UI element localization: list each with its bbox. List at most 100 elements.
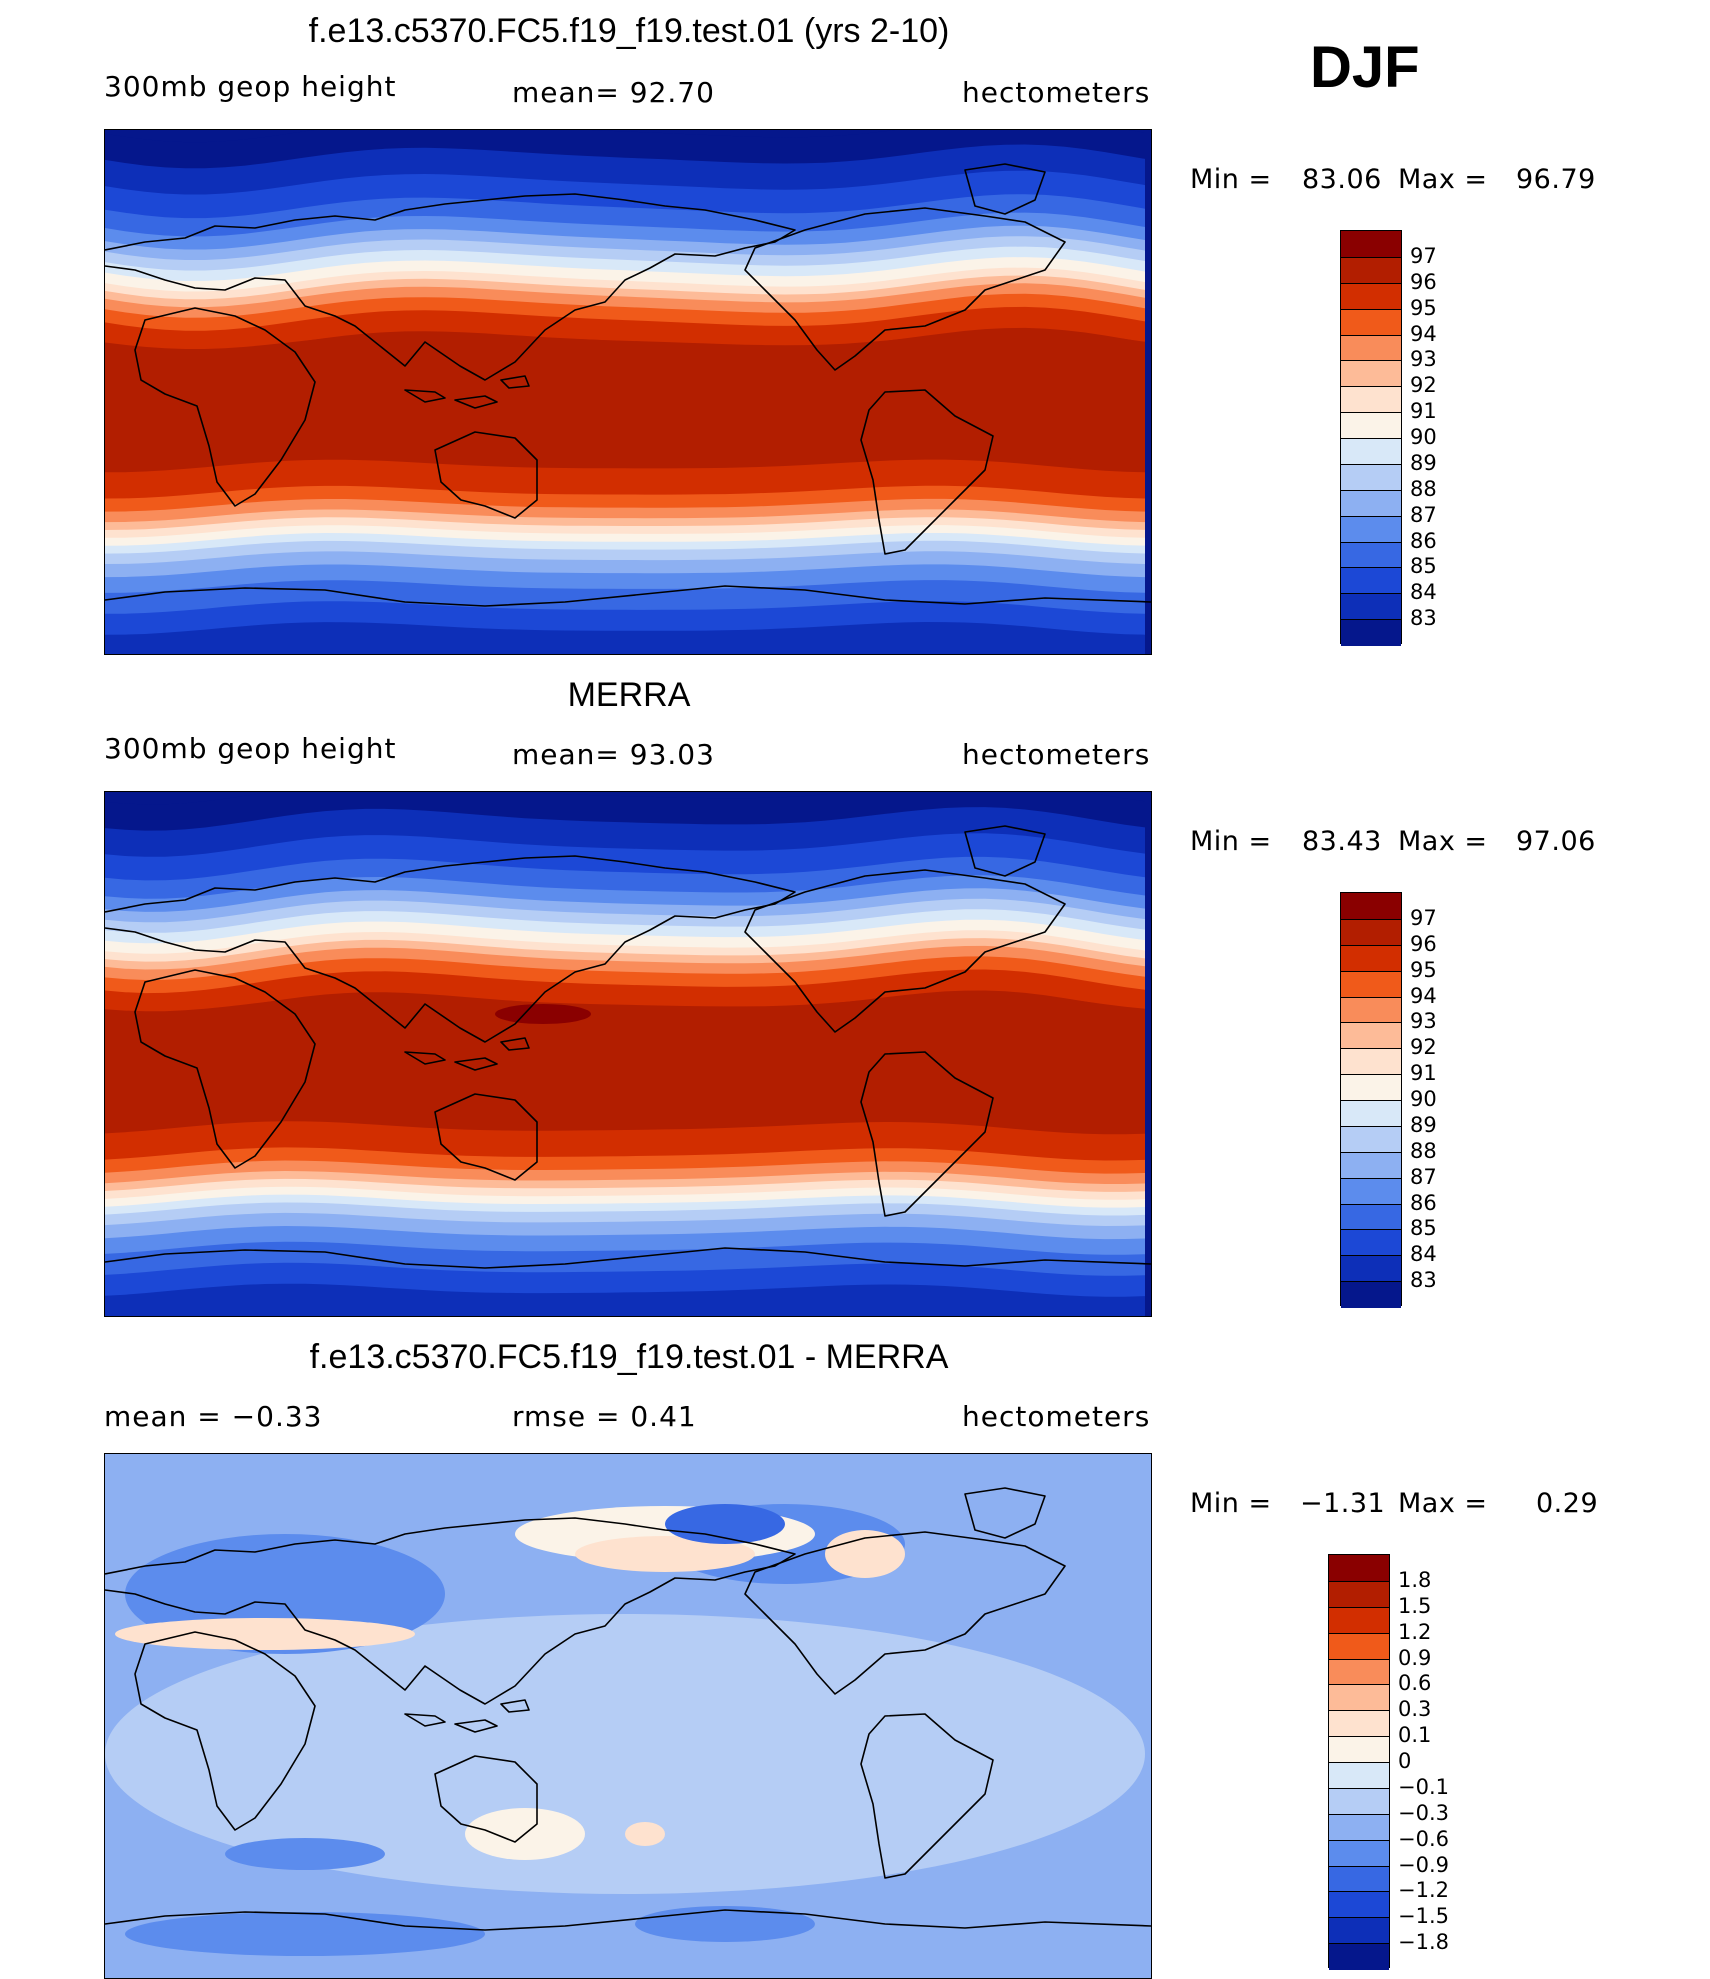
colorbar-segment	[1329, 1917, 1389, 1944]
coastline	[105, 1517, 796, 1705]
colorbar-frame	[1328, 1554, 1390, 1970]
contour-band	[105, 956, 1145, 999]
panel-2-max-label: Max =	[1398, 826, 1488, 857]
colorbar-segment	[1341, 463, 1401, 491]
colorbar-segment	[1341, 1022, 1401, 1049]
colorbar-tick-label: 89	[1410, 450, 1437, 475]
contour-band	[125, 1912, 485, 1956]
contour-band	[105, 283, 1145, 323]
colorbar-tick-label: 92	[1410, 1035, 1437, 1060]
coastline	[105, 1909, 1151, 1931]
colorbar-tick-label: 1.5	[1398, 1593, 1432, 1618]
colorbar-frame	[1340, 892, 1402, 1308]
coastline	[105, 855, 796, 1043]
colorbar-tick-label: 94	[1410, 983, 1437, 1008]
contour-band	[105, 1212, 1145, 1245]
contour-band	[625, 1822, 665, 1846]
colorbar-segment	[1341, 515, 1401, 542]
panel-2-map-icon	[105, 792, 1151, 1316]
panel-1-colorbar: 97 96 95 94 93 92 91 90 89 88 87 86 85 84 83	[1340, 230, 1437, 646]
coastline	[434, 1093, 538, 1181]
colorbar-tick-label: −0.1	[1398, 1774, 1449, 1799]
contour-band	[105, 792, 1145, 836]
contour-band	[105, 498, 1145, 528]
colorbar-segment	[1341, 1125, 1401, 1153]
contour-band	[635, 1906, 815, 1942]
contour-band	[105, 1283, 1145, 1316]
colorbar-segment	[1341, 438, 1401, 465]
contour-band	[105, 1262, 1145, 1302]
colorbar-segment	[1329, 1865, 1389, 1892]
panel-3-rmse-label: rmse = 0.41	[512, 1400, 697, 1433]
panel-3-mean-label: mean = −0.33	[104, 1400, 323, 1433]
contour-band	[105, 833, 1145, 886]
contour-band	[105, 257, 1145, 297]
panel-1-map-icon	[105, 130, 1151, 654]
colorbar-tick-label: 83	[1410, 1268, 1437, 1293]
colorbar-frame	[1340, 230, 1402, 646]
contour-band	[105, 898, 1145, 939]
contour-band	[105, 1194, 1145, 1221]
colorbar-tick-label: 86	[1410, 528, 1437, 553]
coastline	[434, 1755, 538, 1843]
colorbar-tick-label: 91	[1410, 399, 1437, 424]
colorbar-segment	[1329, 1762, 1389, 1789]
panel-1-map	[104, 129, 1152, 655]
contour-band	[825, 1530, 905, 1578]
colorbar-segment	[1341, 1203, 1401, 1230]
colorbar-segment	[1341, 231, 1401, 258]
coastline	[860, 1051, 994, 1217]
colorbar-tick-label: −1.5	[1398, 1904, 1449, 1929]
colorbar-tick-label: 84	[1410, 1242, 1437, 1267]
coastline	[744, 869, 1066, 1033]
contour-band	[105, 875, 1145, 918]
panel-3-max-value: 0.29	[1536, 1488, 1599, 1519]
contour-band	[105, 1147, 1145, 1179]
panel-1-variable-label: 300mb geop height	[104, 70, 397, 103]
panel-1-title: f.e13.c5370.FC5.f19_f19.test.01 (yrs 2-1…	[308, 12, 950, 50]
contour-band	[105, 236, 1145, 276]
panel-2-min-label: Min =	[1190, 826, 1272, 857]
contour-band	[105, 525, 1145, 551]
colorbar-tick-label: 84	[1410, 580, 1437, 605]
contour-band	[105, 909, 1145, 949]
colorbar-segment	[1341, 593, 1401, 620]
colorbar-tick-label: −1.2	[1398, 1878, 1449, 1903]
coastline	[744, 1531, 1066, 1695]
contour-max-blob	[495, 1004, 591, 1024]
contour-band	[105, 856, 1145, 904]
coastline	[105, 585, 1151, 607]
panel-2-colorbar: 97 96 95 94 93 92 91 90 89 88 87 86 85 84 83	[1340, 892, 1437, 1308]
contour-band	[105, 459, 1145, 504]
panel-1-mean-label: mean= 92.70	[512, 76, 715, 109]
colorbar-segment	[1329, 1710, 1389, 1737]
colorbar-segment	[1341, 386, 1401, 413]
colorbar-tick-label: 90	[1410, 1087, 1437, 1111]
colorbar-segment	[1341, 541, 1401, 568]
colorbar-tick-label: 95	[1410, 295, 1437, 320]
colorbar-tick-label: 0.1	[1398, 1723, 1432, 1748]
contour-band	[105, 1614, 1145, 1894]
colorbar-tick-label: 89	[1410, 1112, 1437, 1137]
coastline	[134, 969, 316, 1169]
colorbar-segment	[1341, 1281, 1401, 1308]
panel-3-title: f.e13.c5370.FC5.f19_f19.test.01 - MERRA	[309, 1338, 949, 1376]
colorbar-segment	[1329, 1839, 1389, 1866]
contour-band	[105, 1241, 1145, 1281]
panel-2-units-label: hectometers	[962, 738, 1151, 771]
colorbar-segment	[1341, 360, 1401, 387]
colorbar-tick-label: 93	[1410, 347, 1437, 372]
colorbar-segment	[1329, 1891, 1389, 1918]
colorbar-segment	[1341, 1100, 1401, 1127]
contour-band	[105, 1186, 1145, 1213]
coastlines	[105, 163, 1151, 607]
colorbar-tick-label: 85	[1410, 554, 1437, 579]
colorbar-segment	[1341, 944, 1401, 972]
coastline	[134, 1631, 316, 1831]
contour-band	[105, 1171, 1145, 1198]
panel-1-max-label: Max =	[1398, 164, 1488, 195]
colorbar-tick-label: 88	[1410, 476, 1437, 501]
colorbar-segment	[1341, 282, 1401, 310]
panel-3-min-value: −1.31	[1300, 1488, 1386, 1519]
